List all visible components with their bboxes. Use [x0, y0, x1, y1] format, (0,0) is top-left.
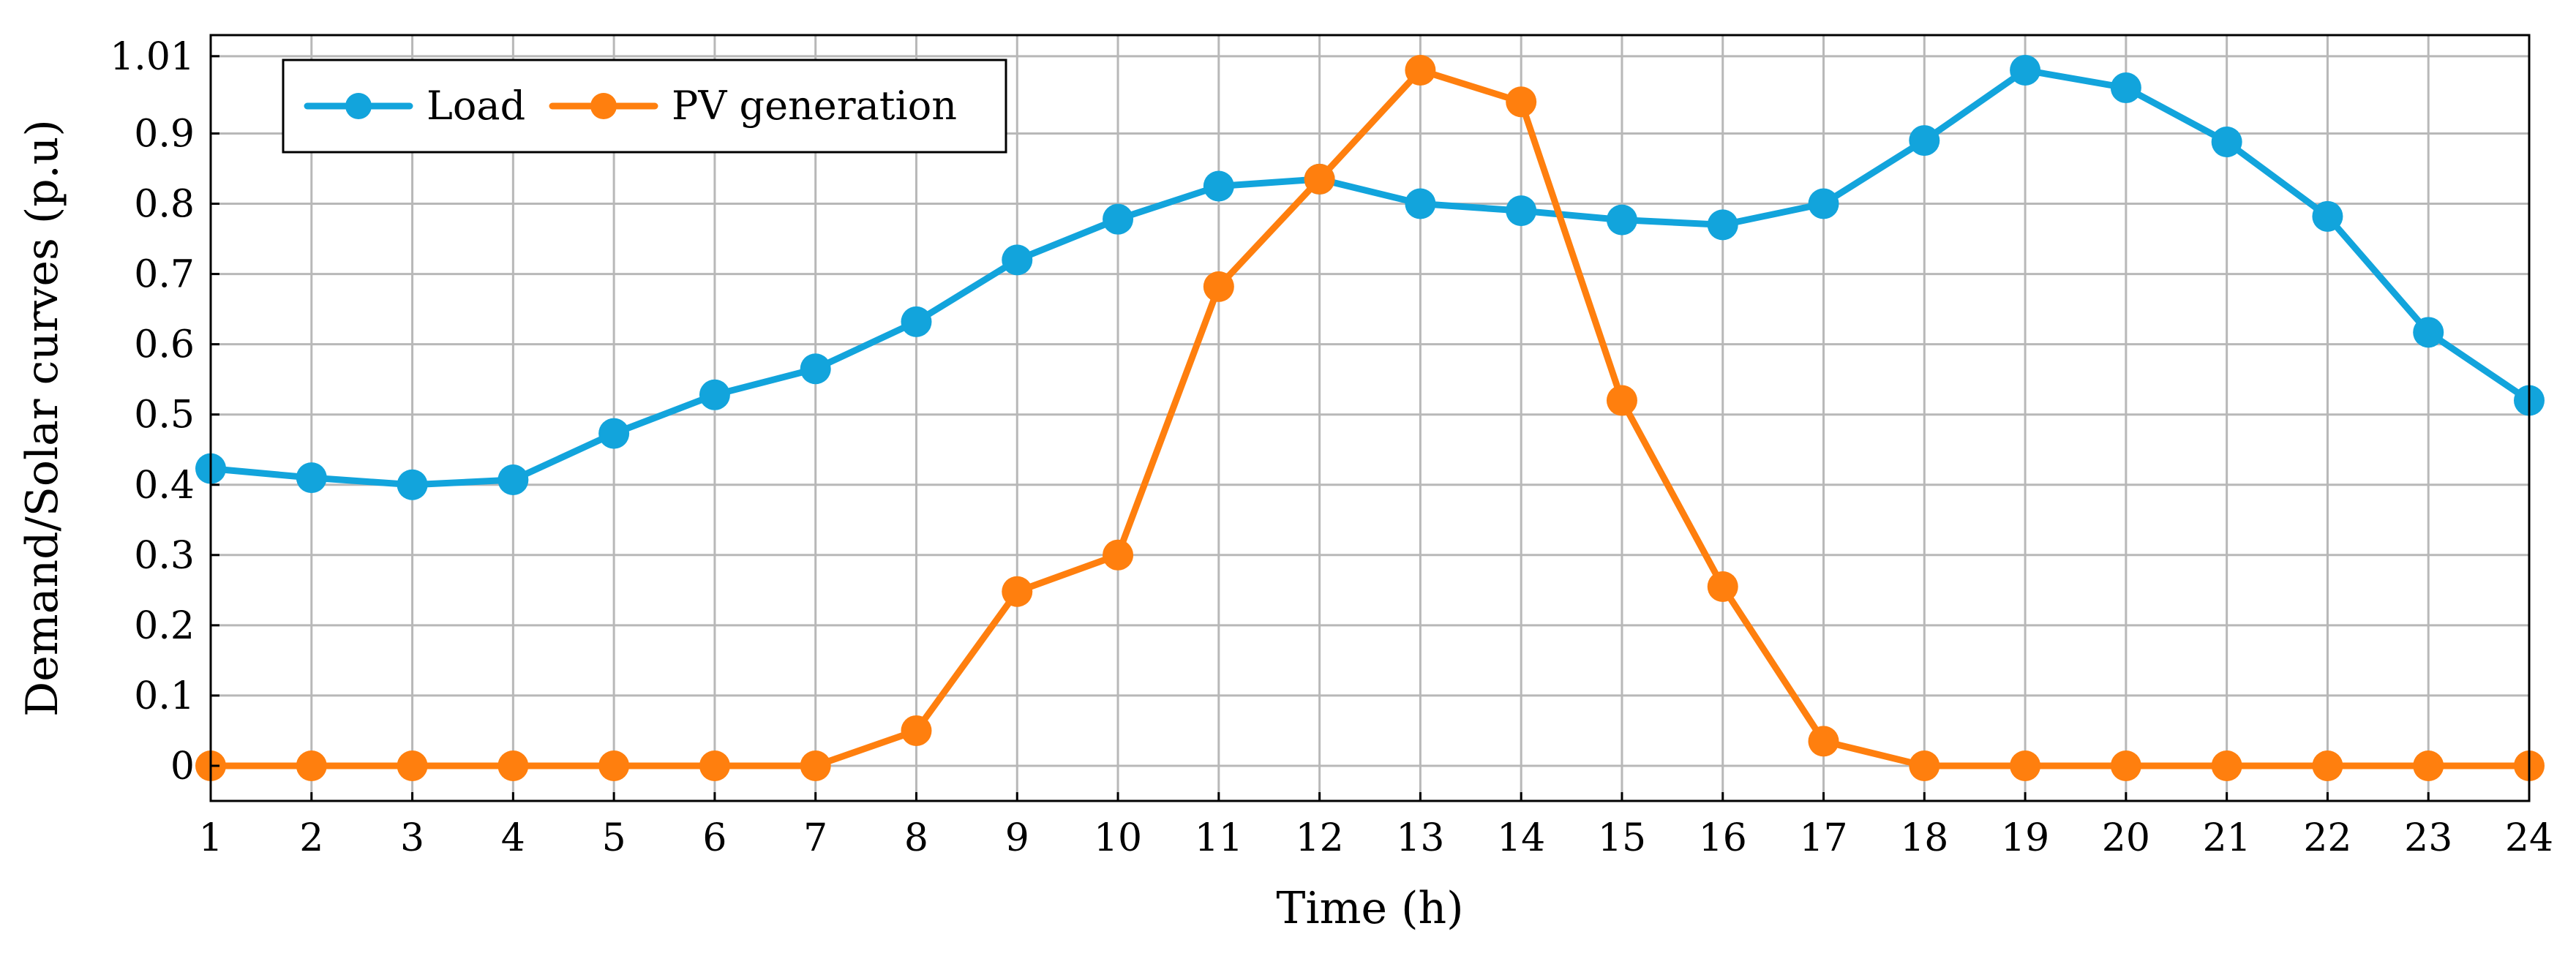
data-point-load	[2110, 72, 2141, 104]
x-tick-label: 4	[501, 816, 525, 860]
y-tick-label: 0.9	[134, 112, 195, 156]
series-layer	[195, 55, 2545, 781]
legend: Load PV generation	[282, 59, 1007, 154]
data-point-load	[598, 418, 630, 449]
x-tick-label: 18	[1900, 816, 1948, 860]
data-point-load	[1909, 125, 1940, 157]
data-point-load	[397, 469, 428, 500]
y-tick-label: 0.8	[134, 183, 195, 227]
legend-label-pv-generation: PV generation	[672, 83, 957, 129]
x-tick-label: 1	[198, 816, 222, 860]
x-tick-label: 20	[2102, 816, 2150, 860]
data-point-pv-generation	[2211, 750, 2242, 781]
y-tick-label: 0.4	[134, 464, 195, 508]
x-tick-label: 9	[1005, 816, 1029, 860]
data-point-pv-generation	[2312, 750, 2343, 781]
data-point-load	[1203, 170, 1234, 202]
data-point-load	[1808, 188, 1839, 219]
y-axis-title: Demand/Solar curves (p.u)	[17, 119, 68, 717]
x-tick-label: 19	[2001, 816, 2049, 860]
data-point-pv-generation	[397, 750, 428, 781]
y-tick-label: 0.6	[134, 323, 195, 367]
axis-ticks: 1 2 3 4 5 6 7 8 9 10 11 12 13 14 15 16 17 18 19 20 21 22 23 240…	[110, 35, 2553, 860]
x-tick-label: 15	[1598, 816, 1646, 860]
y-tick-label: 0	[170, 745, 195, 788]
x-tick-label: 22	[2303, 816, 2351, 860]
data-point-pv-generation	[1002, 576, 1033, 607]
data-point-load	[800, 353, 831, 385]
x-tick-label: 21	[2203, 816, 2251, 860]
data-point-pv-generation	[1707, 571, 1738, 603]
x-tick-label: 6	[702, 816, 726, 860]
legend-label-load: Load	[427, 83, 525, 129]
data-point-load	[296, 462, 327, 494]
data-point-pv-generation	[1103, 539, 1134, 571]
data-point-pv-generation	[699, 750, 730, 781]
data-point-pv-generation	[1909, 750, 1940, 781]
legend-marker-load	[345, 93, 372, 119]
x-tick-label: 5	[602, 816, 626, 860]
x-tick-label: 12	[1296, 816, 1344, 860]
data-point-load	[497, 464, 529, 496]
data-point-pv-generation	[497, 750, 529, 781]
data-point-load	[1506, 195, 1537, 227]
data-point-pv-generation	[1606, 385, 1637, 416]
grid	[209, 35, 2531, 801]
data-point-load	[2211, 127, 2242, 158]
x-tick-label: 23	[2404, 816, 2452, 860]
data-point-pv-generation	[296, 750, 327, 781]
data-point-pv-generation	[2110, 750, 2141, 781]
data-point-load	[1606, 204, 1637, 236]
x-tick-label: 7	[803, 816, 827, 860]
data-point-load	[2312, 200, 2343, 232]
data-point-pv-generation	[2010, 750, 2041, 781]
data-point-pv-generation	[2413, 750, 2444, 781]
x-tick-label: 13	[1396, 816, 1444, 860]
x-tick-label: 2	[299, 816, 323, 860]
data-point-pv-generation	[1203, 271, 1234, 302]
x-tick-label: 14	[1497, 816, 1545, 860]
x-tick-label: 10	[1094, 816, 1142, 860]
y-tick-label: 0.5	[134, 394, 195, 437]
data-point-pv-generation	[598, 750, 630, 781]
x-tick-label: 16	[1699, 816, 1747, 860]
x-tick-label: 11	[1195, 816, 1243, 860]
data-point-pv-generation	[1304, 163, 1335, 195]
data-point-load	[1002, 244, 1033, 276]
data-point-load	[2010, 55, 2041, 86]
x-tick-label: 8	[904, 816, 928, 860]
y-tick-label: 1.01	[110, 35, 195, 79]
y-tick-label: 0.1	[134, 674, 195, 718]
x-tick-label: 17	[1799, 816, 1847, 860]
x-tick-label: 24	[2505, 816, 2553, 860]
y-tick-label: 0.3	[134, 534, 195, 578]
data-point-load	[699, 379, 730, 410]
data-point-pv-generation	[800, 750, 831, 781]
plot-frame	[209, 34, 2531, 802]
data-point-load	[1103, 203, 1134, 235]
x-tick-label: 3	[400, 816, 424, 860]
data-point-pv-generation	[1506, 86, 1537, 118]
y-tick-label: 0.7	[134, 253, 195, 297]
data-point-pv-generation	[1405, 55, 1436, 86]
data-point-load	[1707, 209, 1738, 241]
x-axis-title: Time (h)	[1276, 883, 1463, 934]
data-point-pv-generation	[1808, 726, 1839, 757]
data-point-load	[1405, 188, 1436, 219]
data-point-load	[901, 306, 932, 337]
series-line-pv-generation	[207, 67, 2533, 769]
series-line-load	[207, 67, 2533, 489]
y-tick-label: 0.2	[134, 604, 195, 648]
data-point-pv-generation	[901, 715, 932, 746]
data-point-load	[2413, 317, 2444, 348]
legend-marker-pv-generation	[590, 93, 617, 119]
